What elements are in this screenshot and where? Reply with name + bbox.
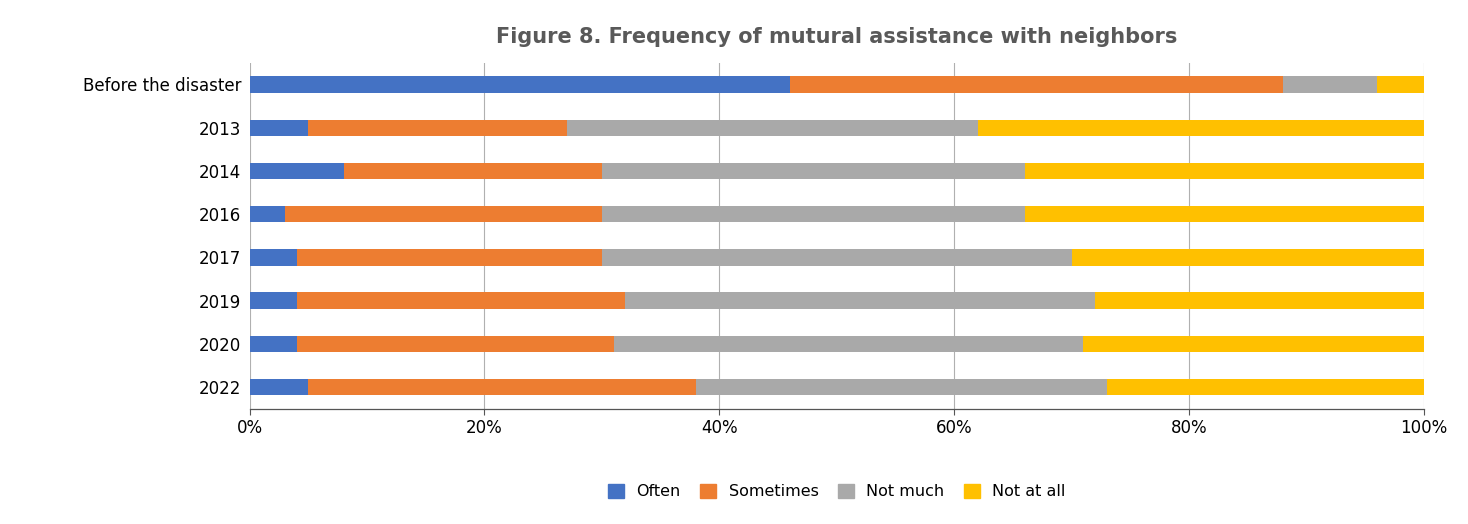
Bar [250, 379, 308, 395]
Bar [1107, 379, 1424, 395]
Bar [250, 206, 285, 222]
Bar [614, 336, 1083, 352]
Bar [308, 379, 696, 395]
Bar [250, 292, 297, 309]
Bar [602, 206, 1025, 222]
Bar [1083, 336, 1424, 352]
Bar [602, 249, 1072, 266]
Bar [344, 163, 602, 179]
Bar [567, 119, 978, 136]
Legend: Often, Sometimes, Not much, Not at all: Often, Sometimes, Not much, Not at all [603, 479, 1070, 504]
Bar [790, 77, 1283, 93]
Bar [1025, 163, 1424, 179]
Bar [308, 119, 567, 136]
Bar [250, 336, 297, 352]
Bar [250, 119, 308, 136]
Bar [297, 336, 614, 352]
Bar [625, 292, 1095, 309]
Bar [250, 163, 344, 179]
Title: Figure 8. Frequency of mutural assistance with neighbors: Figure 8. Frequency of mutural assistanc… [496, 27, 1177, 48]
Bar [285, 206, 602, 222]
Bar [978, 119, 1424, 136]
Bar [250, 77, 790, 93]
Bar [1072, 249, 1424, 266]
Bar [602, 163, 1025, 179]
Bar [1095, 292, 1424, 309]
Bar [250, 249, 297, 266]
Bar [696, 379, 1107, 395]
Bar [1025, 206, 1424, 222]
Bar [297, 249, 602, 266]
Bar [1283, 77, 1377, 93]
Bar [1377, 77, 1424, 93]
Bar [297, 292, 625, 309]
